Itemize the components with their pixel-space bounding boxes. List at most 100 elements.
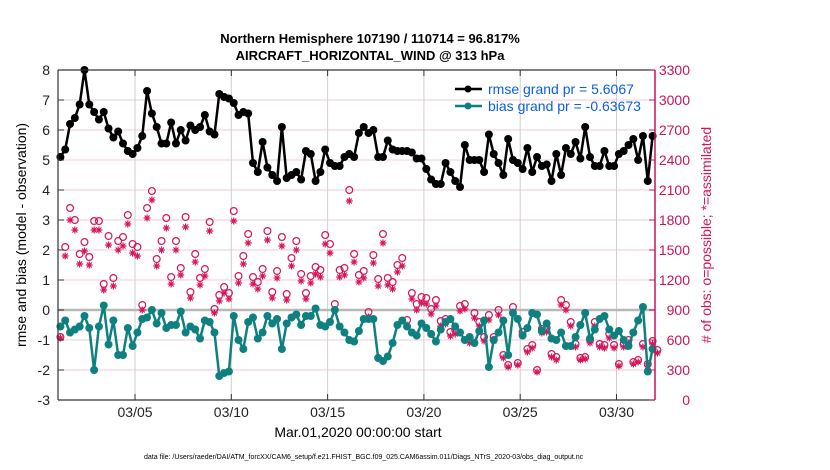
bias-point	[614, 327, 623, 335]
obs-assimilated-marker	[85, 261, 93, 269]
rmse-point	[143, 87, 152, 95]
bias-point	[403, 322, 412, 331]
y-tick-label: 5	[42, 152, 50, 168]
rmse-point	[528, 168, 537, 176]
rmse-point	[196, 123, 205, 131]
obs-assimilated-marker	[369, 259, 377, 267]
bias-point	[205, 318, 214, 326]
obs-possible-marker	[354, 271, 363, 280]
bias-point	[157, 309, 166, 317]
y-tick-label: 1	[42, 272, 50, 288]
bias-point	[311, 304, 320, 313]
rmse-point	[277, 123, 286, 131]
obs-assimilated-marker	[239, 260, 247, 268]
grid	[58, 70, 655, 400]
obs-assimilated-marker	[263, 236, 271, 244]
bias-point	[90, 366, 99, 374]
bias-point	[340, 328, 349, 337]
y2-tick-label: 1500	[659, 242, 690, 258]
rmse-point	[422, 165, 431, 173]
x-ticks: 03/05 03/10 03/15 03/20 03/25 03/30	[118, 70, 634, 420]
obs-possible-marker	[268, 288, 277, 297]
y-tick-label: 2	[42, 242, 50, 258]
obs-assimilated-marker	[523, 348, 531, 356]
obs-assimilated-marker	[124, 220, 132, 228]
y-tick-label: 6	[42, 122, 50, 138]
bias-point	[229, 312, 238, 320]
obs-possible-marker	[147, 187, 156, 196]
obs-possible-marker	[205, 218, 214, 227]
bias-point	[75, 322, 84, 331]
chart-subtitle: AIRCRAFT_HORIZONTAL_WIND @ 313 hPa	[236, 48, 506, 63]
rmse-point	[171, 139, 180, 148]
bias-point	[292, 310, 301, 319]
y2-tick-label: 2400	[659, 152, 690, 168]
obs-assimilated-marker	[288, 262, 296, 270]
obs-possible-marker	[61, 243, 70, 252]
obs-possible-marker	[162, 214, 171, 223]
rmse-point	[475, 156, 484, 164]
obs-assimilated-marker	[374, 282, 382, 290]
y2-tick-label: 1200	[659, 272, 690, 288]
obs-possible-marker	[321, 231, 330, 240]
obs-possible-marker	[191, 250, 200, 259]
rmse-point	[253, 168, 262, 176]
y2-tick-label: 900	[667, 302, 691, 318]
bias-point	[94, 322, 103, 331]
obs-assimilated-marker	[393, 268, 401, 276]
y2-ticks: 0 300 600 900 1200 1500 1800 2100 2400 2700 3000 33…	[649, 62, 690, 408]
y2-tick-label: 1800	[659, 212, 690, 228]
y-tick-label: 3	[42, 212, 50, 228]
rmse-point	[547, 177, 556, 185]
rmse-point	[128, 150, 137, 158]
bias-point	[109, 316, 118, 325]
obs-possible-marker	[94, 217, 103, 226]
rmse-point	[114, 127, 123, 136]
bias-point	[513, 315, 522, 323]
obs-possible-marker	[167, 273, 176, 282]
rmse-point	[152, 123, 161, 131]
bias-point	[176, 307, 185, 316]
obs-assimilated-marker	[76, 260, 84, 268]
obs-assimilated-marker	[422, 300, 430, 308]
obs-assimilated-marker	[345, 197, 353, 205]
rmse-point	[273, 177, 282, 185]
y-tick-label: 7	[42, 92, 50, 108]
y-ticks: -3 -2 -1 0 1 2 3 4 5 6 7 8	[38, 62, 64, 408]
data-file-footnote: data file: /Users/raeder/DAI/ATM_forcXX/…	[144, 454, 584, 461]
obs-possible-marker	[90, 217, 99, 226]
y2-tick-label: 0	[682, 392, 690, 408]
obs-assimilated-marker	[552, 356, 560, 364]
obs-possible-marker	[335, 266, 344, 275]
rmse-line	[59, 68, 654, 189]
rmse-series	[56, 66, 657, 191]
obs-assimilated-marker	[417, 299, 425, 307]
rmse-point	[484, 130, 493, 139]
rmse-point	[316, 168, 325, 176]
bias-point	[330, 306, 339, 314]
bias-point	[436, 325, 445, 334]
obs-assimilated-marker	[80, 247, 88, 255]
y-tick-label: -3	[38, 392, 51, 408]
legend: rmse grand pr = 5.6067 bias grand pr = -…	[455, 81, 641, 114]
y-tick-label: 0	[42, 302, 50, 318]
obs-assimilated-marker	[379, 239, 387, 247]
bias-point	[494, 328, 503, 337]
obs-assimilated-marker	[162, 224, 170, 232]
obs-possible-marker	[369, 251, 378, 260]
obs-possible-marker	[248, 273, 257, 282]
obs-possible-marker	[99, 280, 108, 289]
obs-assimilated-marker	[230, 217, 238, 225]
obs-assimilated-marker	[360, 274, 368, 282]
rmse-point	[436, 180, 445, 188]
rmse-point	[133, 144, 142, 152]
rmse-point	[118, 139, 127, 148]
bias-point	[297, 321, 306, 329]
obs-assimilated-marker	[143, 214, 151, 222]
bias-point	[475, 327, 484, 335]
obs-assimilated-marker	[254, 285, 262, 293]
obs-assimilated-marker	[105, 241, 113, 249]
bias-point	[61, 316, 70, 325]
bias-point	[234, 336, 243, 344]
obs-assimilated-marker	[148, 196, 156, 204]
